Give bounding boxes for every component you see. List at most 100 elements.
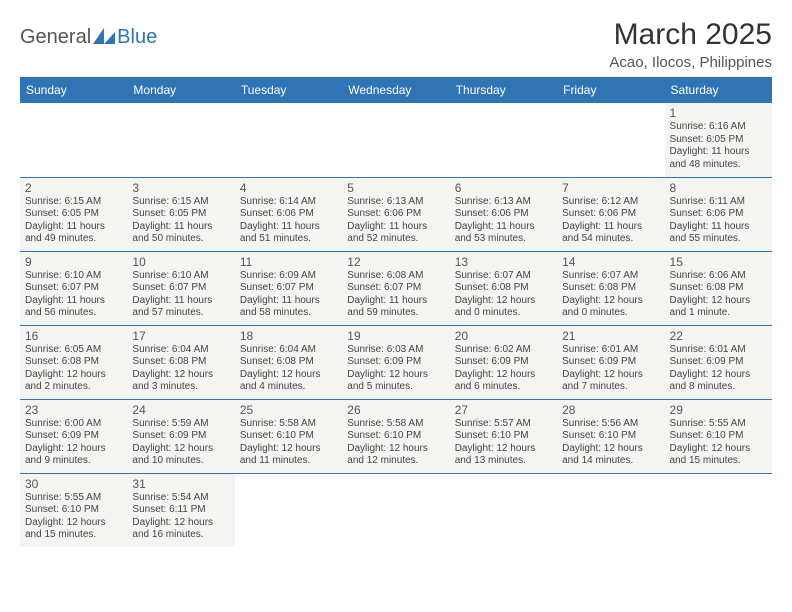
calendar-cell: 26Sunrise: 5:58 AMSunset: 6:10 PMDayligh… — [342, 399, 449, 473]
sunrise-text: Sunrise: 6:15 AM — [132, 196, 229, 209]
location: Acao, Ilocos, Philippines — [609, 54, 772, 71]
day-number: 13 — [455, 255, 552, 269]
calendar-cell: 3Sunrise: 6:15 AMSunset: 6:05 PMDaylight… — [127, 177, 234, 251]
sunset-text: Sunset: 6:06 PM — [670, 208, 767, 221]
calendar-table: SundayMondayTuesdayWednesdayThursdayFrid… — [20, 77, 772, 547]
day-number: 22 — [670, 329, 767, 343]
calendar-row: 1Sunrise: 6:16 AMSunset: 6:05 PMDaylight… — [20, 103, 772, 177]
weekday-header: Saturday — [665, 77, 772, 103]
logo: General Blue — [20, 26, 157, 49]
sunset-text: Sunset: 6:07 PM — [25, 282, 122, 295]
calendar-row: 16Sunrise: 6:05 AMSunset: 6:08 PMDayligh… — [20, 325, 772, 399]
day-number: 28 — [562, 403, 659, 417]
sunrise-text: Sunrise: 6:04 AM — [240, 344, 337, 357]
sunrise-text: Sunrise: 6:10 AM — [132, 270, 229, 283]
sunrise-text: Sunrise: 6:08 AM — [347, 270, 444, 283]
weekday-header: Monday — [127, 77, 234, 103]
daylight-text: Daylight: 12 hours and 0 minutes. — [455, 295, 552, 320]
day-number: 21 — [562, 329, 659, 343]
daylight-text: Daylight: 12 hours and 13 minutes. — [455, 443, 552, 468]
sunrise-text: Sunrise: 6:09 AM — [240, 270, 337, 283]
weekday-header: Wednesday — [342, 77, 449, 103]
calendar-cell: 31Sunrise: 5:54 AMSunset: 6:11 PMDayligh… — [127, 473, 234, 547]
calendar-cell: 22Sunrise: 6:01 AMSunset: 6:09 PMDayligh… — [665, 325, 772, 399]
sunset-text: Sunset: 6:07 PM — [132, 282, 229, 295]
calendar-cell: 9Sunrise: 6:10 AMSunset: 6:07 PMDaylight… — [20, 251, 127, 325]
daylight-text: Daylight: 12 hours and 14 minutes. — [562, 443, 659, 468]
sunrise-text: Sunrise: 6:12 AM — [562, 196, 659, 209]
day-number: 2 — [25, 181, 122, 195]
calendar-cell: 14Sunrise: 6:07 AMSunset: 6:08 PMDayligh… — [557, 251, 664, 325]
day-number: 16 — [25, 329, 122, 343]
daylight-text: Daylight: 11 hours and 55 minutes. — [670, 221, 767, 246]
calendar-cell: 17Sunrise: 6:04 AMSunset: 6:08 PMDayligh… — [127, 325, 234, 399]
sunset-text: Sunset: 6:10 PM — [562, 430, 659, 443]
sunrise-text: Sunrise: 6:07 AM — [562, 270, 659, 283]
daylight-text: Daylight: 12 hours and 12 minutes. — [347, 443, 444, 468]
day-number: 20 — [455, 329, 552, 343]
sunrise-text: Sunrise: 6:14 AM — [240, 196, 337, 209]
daylight-text: Daylight: 12 hours and 9 minutes. — [25, 443, 122, 468]
sunset-text: Sunset: 6:05 PM — [132, 208, 229, 221]
sunrise-text: Sunrise: 5:55 AM — [25, 492, 122, 505]
sunset-text: Sunset: 6:09 PM — [347, 356, 444, 369]
calendar-cell — [342, 103, 449, 177]
sunrise-text: Sunrise: 5:59 AM — [132, 418, 229, 431]
daylight-text: Daylight: 12 hours and 6 minutes. — [455, 369, 552, 394]
sunset-text: Sunset: 6:09 PM — [670, 356, 767, 369]
calendar-cell — [20, 103, 127, 177]
day-number: 19 — [347, 329, 444, 343]
calendar-cell: 13Sunrise: 6:07 AMSunset: 6:08 PMDayligh… — [450, 251, 557, 325]
sunrise-text: Sunrise: 6:05 AM — [25, 344, 122, 357]
sunset-text: Sunset: 6:06 PM — [455, 208, 552, 221]
daylight-text: Daylight: 11 hours and 51 minutes. — [240, 221, 337, 246]
daylight-text: Daylight: 12 hours and 8 minutes. — [670, 369, 767, 394]
sunrise-text: Sunrise: 6:07 AM — [455, 270, 552, 283]
sunset-text: Sunset: 6:10 PM — [240, 430, 337, 443]
daylight-text: Daylight: 12 hours and 4 minutes. — [240, 369, 337, 394]
daylight-text: Daylight: 12 hours and 2 minutes. — [25, 369, 122, 394]
daylight-text: Daylight: 11 hours and 57 minutes. — [132, 295, 229, 320]
sunset-text: Sunset: 6:08 PM — [25, 356, 122, 369]
daylight-text: Daylight: 11 hours and 54 minutes. — [562, 221, 659, 246]
calendar-cell — [557, 103, 664, 177]
day-number: 24 — [132, 403, 229, 417]
sunrise-text: Sunrise: 6:10 AM — [25, 270, 122, 283]
weekday-header: Friday — [557, 77, 664, 103]
header: General Blue March 2025 Acao, Ilocos, Ph… — [20, 18, 772, 71]
day-number: 27 — [455, 403, 552, 417]
daylight-text: Daylight: 12 hours and 7 minutes. — [562, 369, 659, 394]
day-number: 26 — [347, 403, 444, 417]
calendar-cell — [450, 473, 557, 547]
daylight-text: Daylight: 11 hours and 53 minutes. — [455, 221, 552, 246]
daylight-text: Daylight: 12 hours and 15 minutes. — [670, 443, 767, 468]
sunrise-text: Sunrise: 5:54 AM — [132, 492, 229, 505]
calendar-cell: 4Sunrise: 6:14 AMSunset: 6:06 PMDaylight… — [235, 177, 342, 251]
calendar-cell: 6Sunrise: 6:13 AMSunset: 6:06 PMDaylight… — [450, 177, 557, 251]
calendar-cell: 5Sunrise: 6:13 AMSunset: 6:06 PMDaylight… — [342, 177, 449, 251]
daylight-text: Daylight: 11 hours and 49 minutes. — [25, 221, 122, 246]
sunrise-text: Sunrise: 6:04 AM — [132, 344, 229, 357]
day-number: 15 — [670, 255, 767, 269]
calendar-row: 9Sunrise: 6:10 AMSunset: 6:07 PMDaylight… — [20, 251, 772, 325]
daylight-text: Daylight: 12 hours and 0 minutes. — [562, 295, 659, 320]
calendar-cell — [665, 473, 772, 547]
sunset-text: Sunset: 6:08 PM — [240, 356, 337, 369]
sunset-text: Sunset: 6:06 PM — [240, 208, 337, 221]
logo-text-gray: General — [20, 26, 91, 49]
sunset-text: Sunset: 6:06 PM — [347, 208, 444, 221]
daylight-text: Daylight: 12 hours and 11 minutes. — [240, 443, 337, 468]
calendar-cell: 23Sunrise: 6:00 AMSunset: 6:09 PMDayligh… — [20, 399, 127, 473]
day-number: 8 — [670, 181, 767, 195]
sunset-text: Sunset: 6:09 PM — [25, 430, 122, 443]
sunrise-text: Sunrise: 6:06 AM — [670, 270, 767, 283]
calendar-cell: 21Sunrise: 6:01 AMSunset: 6:09 PMDayligh… — [557, 325, 664, 399]
sunset-text: Sunset: 6:08 PM — [132, 356, 229, 369]
month-title: March 2025 — [609, 18, 772, 52]
day-number: 6 — [455, 181, 552, 195]
day-number: 12 — [347, 255, 444, 269]
calendar-body: 1Sunrise: 6:16 AMSunset: 6:05 PMDaylight… — [20, 103, 772, 547]
day-number: 14 — [562, 255, 659, 269]
calendar-cell: 8Sunrise: 6:11 AMSunset: 6:06 PMDaylight… — [665, 177, 772, 251]
calendar-cell — [235, 103, 342, 177]
